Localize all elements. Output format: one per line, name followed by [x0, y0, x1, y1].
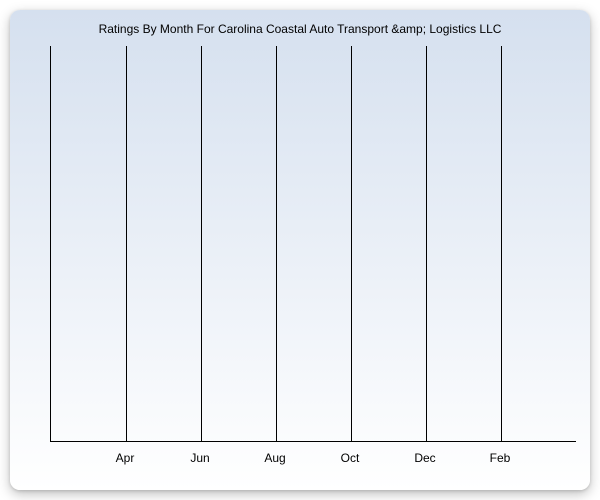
gridline-v — [126, 46, 127, 441]
ratings-chart: Ratings By Month For Carolina Coastal Au… — [10, 10, 590, 490]
x-axis-label: Dec — [414, 451, 435, 465]
x-axis-label: Jun — [190, 451, 209, 465]
chart-title: Ratings By Month For Carolina Coastal Au… — [10, 22, 590, 36]
plot-area — [50, 46, 576, 442]
x-axis-label: Oct — [341, 451, 360, 465]
x-axis-label: Aug — [264, 451, 285, 465]
gridline-v — [501, 46, 502, 441]
x-axis-label: Feb — [490, 451, 511, 465]
x-axis-label: Apr — [116, 451, 135, 465]
gridline-v — [276, 46, 277, 441]
gridline-v — [201, 46, 202, 441]
gridline-v — [426, 46, 427, 441]
gridline-v — [351, 46, 352, 441]
